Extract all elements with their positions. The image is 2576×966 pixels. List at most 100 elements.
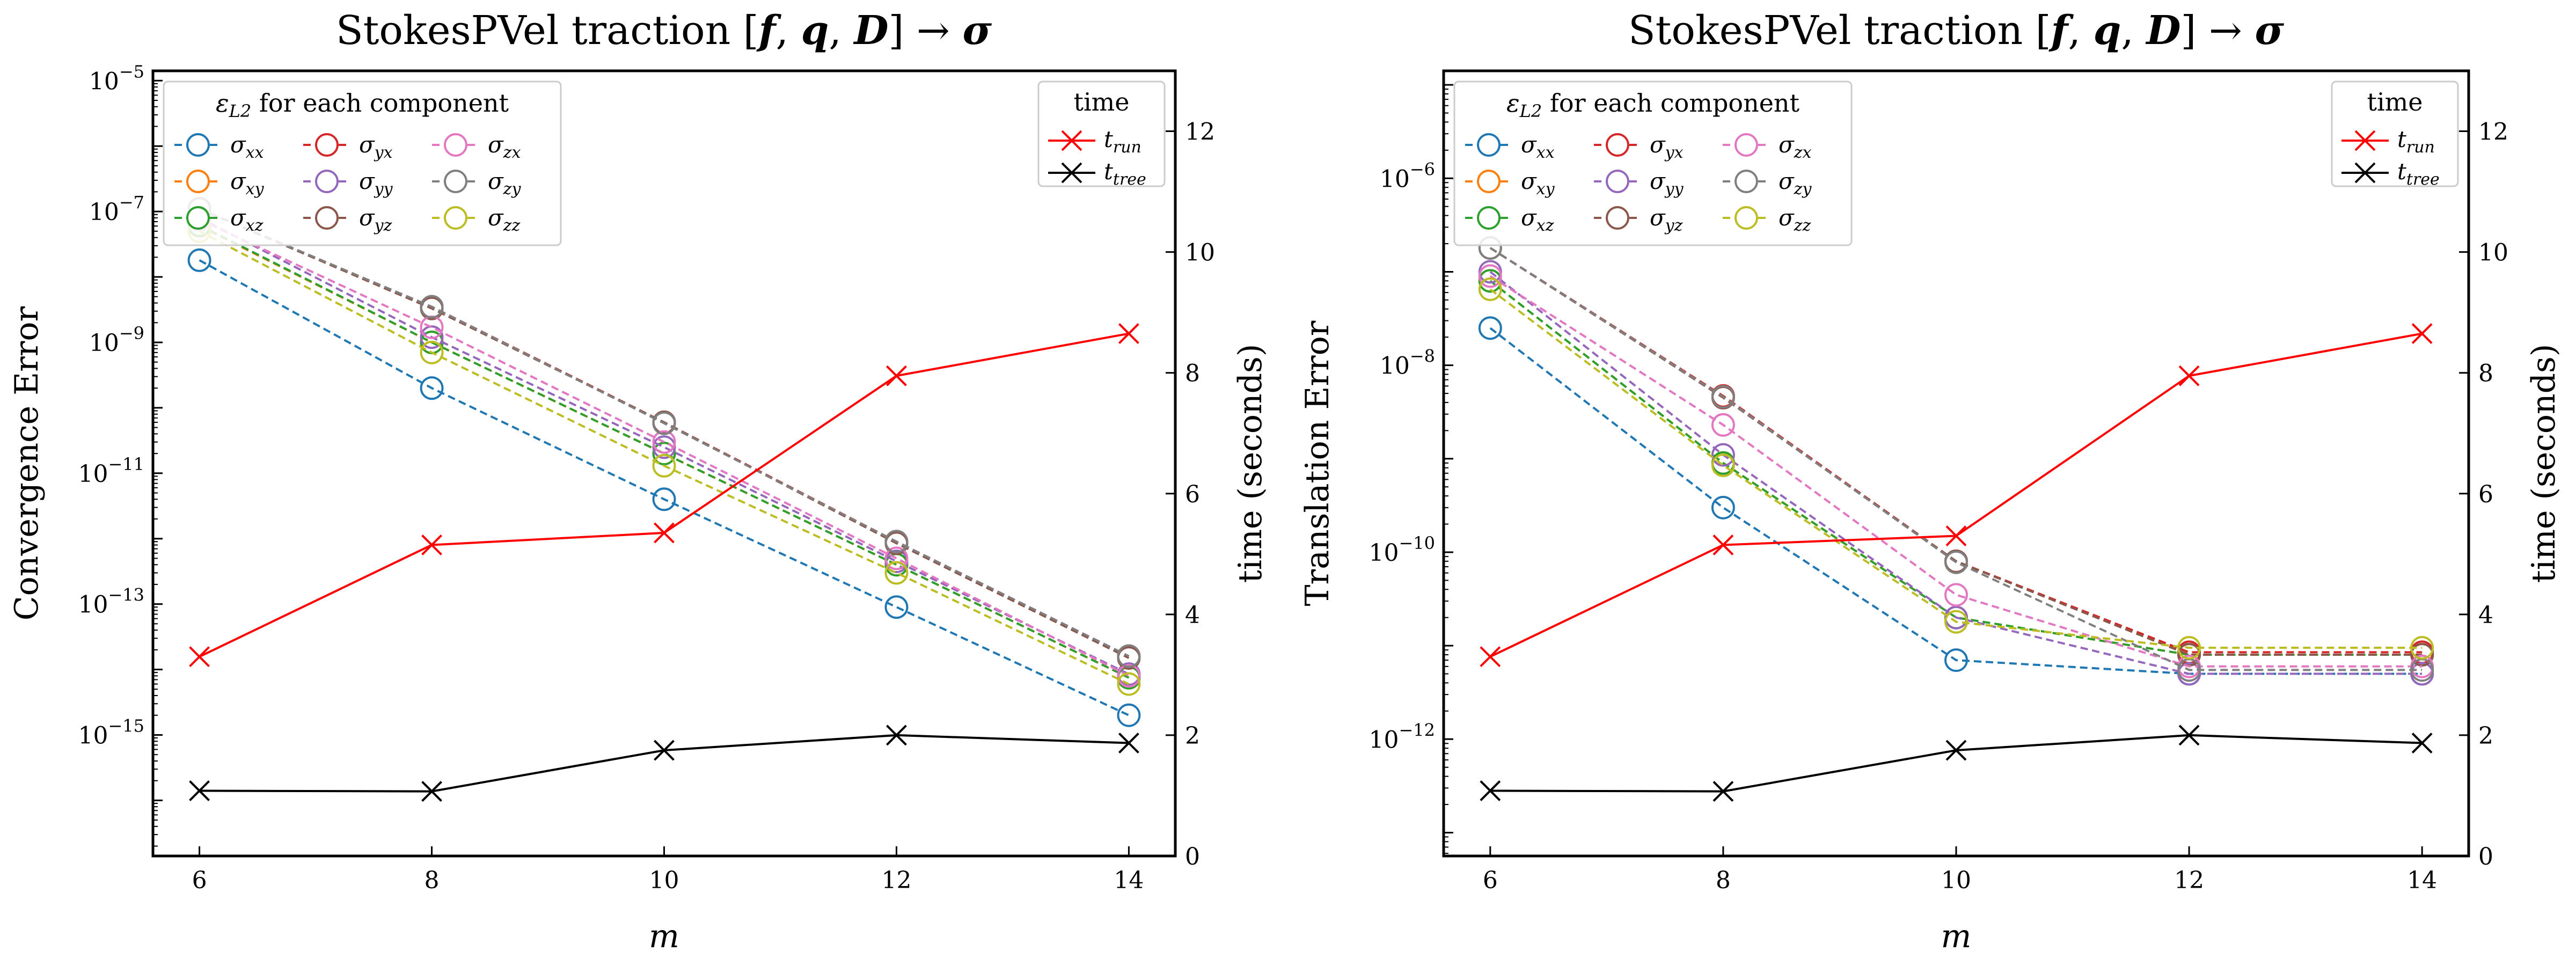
y-tick-label: 10−10 (1368, 533, 1435, 567)
chart-title: StokesPVel traction [f, q, D] → σ (1628, 8, 2284, 54)
data-point-σzz (2177, 636, 2201, 660)
text-span: −6 (1410, 159, 1435, 179)
data-point-σxx (652, 487, 676, 511)
time-point-t_tree (654, 740, 675, 761)
legend-label: σxz (1521, 204, 1554, 235)
chart-title: StokesPVel traction [f, q, D] → σ (336, 8, 992, 54)
text-span: xx (246, 143, 264, 162)
legend-swatch-marker (1477, 170, 1501, 193)
legend-label: σxy (1521, 168, 1555, 199)
text-span: 10 (89, 199, 119, 226)
legend-swatch-marker (1735, 133, 1758, 157)
legend-item-σzx: σzx (1723, 131, 1811, 162)
y-tick-label: 10−11 (78, 454, 144, 488)
marker-stroke (2178, 724, 2200, 746)
text-span: 10 (1368, 726, 1399, 753)
text-span: 10 (1380, 353, 1410, 380)
marker-stroke (1480, 780, 1501, 801)
legend-label: σyy (1650, 168, 1684, 199)
text-span: 10 (89, 330, 119, 357)
legend-swatch-marker (444, 133, 467, 157)
marker-stroke (1945, 740, 1967, 761)
y-tick-label: 10−12 (1368, 720, 1435, 753)
y2-tick-label: 6 (1185, 481, 1200, 508)
text-span: 10 (78, 722, 108, 749)
legend-item-σxx: σxx (174, 131, 264, 162)
legend-box (1037, 80, 1166, 187)
data-point-σzx (884, 546, 909, 570)
y2-tick-label: 8 (1185, 360, 1200, 387)
series-line-σzx (199, 218, 1130, 677)
text-span: σ (1521, 131, 1537, 158)
legend-label: trun (1104, 126, 1141, 157)
time-point-t_tree (1713, 781, 1734, 802)
text-span: 10 (1368, 539, 1399, 567)
data-point-σzy (652, 411, 676, 435)
marker-stroke (189, 646, 210, 668)
text-span: StokesPVel traction [ (1628, 8, 2051, 54)
text-span: σ (1521, 204, 1537, 231)
data-point-σxx (1117, 703, 1141, 727)
legend-swatch-marker (1061, 130, 1082, 151)
x-tick-label: 14 (1114, 867, 1144, 894)
text-span: −8 (1410, 346, 1435, 367)
data-point-σzx (1944, 583, 1968, 607)
marker-stroke (421, 781, 442, 802)
legend-label: ttree (2397, 158, 2440, 189)
text-span: σ (962, 8, 992, 54)
marker-stroke (654, 522, 675, 544)
data-point-σyy (420, 325, 444, 349)
marker-stroke (886, 724, 907, 746)
data-point-σzx (1711, 413, 1735, 437)
text-span: yx (1664, 143, 1684, 162)
legend-swatch-marker (315, 133, 339, 157)
text-span: ε (216, 89, 229, 118)
marker-stroke (189, 780, 210, 801)
legend-label: σzy (1779, 168, 1812, 199)
text-span: −12 (1399, 720, 1435, 740)
time-point-t_run (886, 365, 907, 386)
data-point-σxx (420, 376, 444, 400)
x-tick-label: 8 (425, 867, 440, 894)
y2-tick-label: 4 (1185, 602, 1200, 629)
legend-swatch-marker (315, 170, 339, 193)
time-point-t_tree (189, 780, 210, 801)
time-point-t_run (1118, 323, 1139, 344)
series-line-σzy (1489, 247, 2423, 671)
text-span: σ (230, 168, 246, 194)
plot-frame (1442, 69, 2470, 858)
text-span: for each component (251, 89, 509, 118)
time-point-t_tree (421, 781, 442, 802)
text-span: −10 (1399, 533, 1435, 553)
text-span: t (1104, 126, 1113, 152)
chart-panel-2: StokesPVel traction [f, q, D] → σ 6 8 10 12 1… (1299, 8, 2563, 955)
y-tick-label: 10−7 (89, 192, 144, 226)
series-line-σzz (1489, 288, 2423, 649)
text-span: σ (488, 131, 504, 158)
legend-box (163, 80, 562, 246)
legend-item-σxz: σxz (174, 204, 264, 235)
text-span: σ (1521, 168, 1537, 194)
text-span: xy (246, 180, 265, 199)
time-point-t_run (421, 535, 442, 555)
text-span: q (2094, 8, 2121, 54)
legend-item-σyx: σyx (1594, 131, 1684, 162)
text-span: D (2145, 8, 2180, 54)
text-span: L2 (229, 101, 252, 121)
legend-label: σxx (1521, 131, 1555, 162)
legend-label: σyz (1650, 204, 1683, 235)
text-span: σ (1650, 204, 1666, 231)
legend-title: time (2367, 87, 2423, 116)
text-span: −11 (108, 454, 144, 474)
legend-item-σxz: σxz (1465, 204, 1554, 235)
data-point-σxx (884, 595, 909, 619)
legend-swatch-marker (1735, 206, 1758, 230)
x-tick-label: 10 (1941, 867, 1971, 894)
y2-axis-label: time (seconds) (1232, 344, 1269, 583)
time-point-t_run (1945, 525, 1967, 546)
text-span: xz (246, 216, 264, 235)
marker-stroke (421, 535, 442, 555)
legend-label: σzx (1779, 131, 1811, 162)
